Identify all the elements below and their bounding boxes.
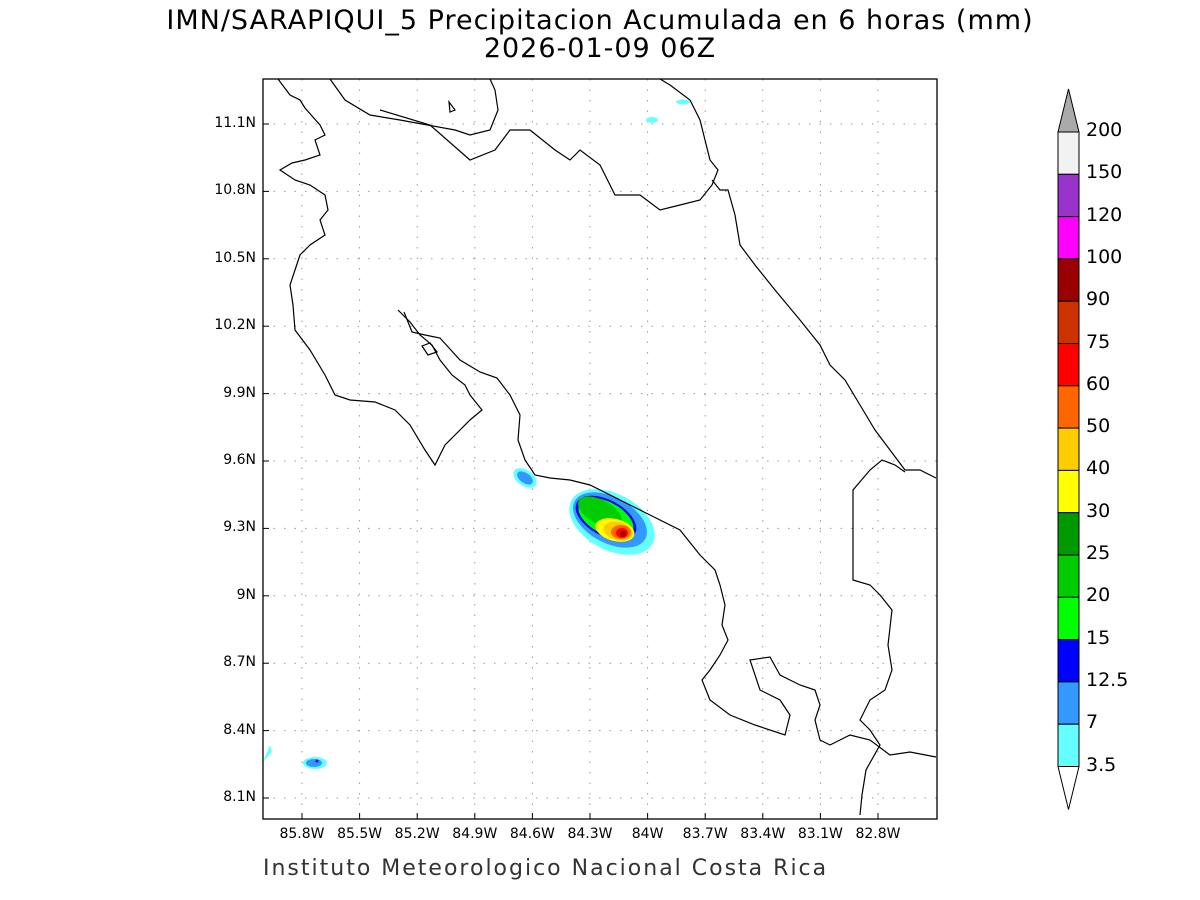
- precip-cell: [676, 99, 690, 105]
- plot-frame: [262, 78, 938, 820]
- lat-tick-label: 8.4N: [223, 721, 256, 738]
- lat-tick-label: 10.8N: [214, 182, 256, 199]
- coastlines-borders: [277, 78, 937, 816]
- colorbar-swatch: [1057, 427, 1080, 471]
- precip-cell: [263, 745, 272, 762]
- colorbar-label: 100: [1086, 245, 1123, 268]
- colorbar-over-triangle: [1057, 88, 1080, 133]
- lon-tick-label: 83.4W: [740, 826, 786, 842]
- lon-tick-label: 85.2W: [394, 826, 440, 842]
- colorbar-label: 12.5: [1086, 668, 1129, 691]
- lon-tick-label: 84.6W: [509, 826, 555, 842]
- colorbar-swatch: [1057, 343, 1080, 387]
- grid-lines: [263, 79, 937, 819]
- colorbar-label: 30: [1086, 499, 1111, 522]
- colorbar-label: 20: [1086, 584, 1111, 607]
- colorbar-swatch: [1057, 554, 1080, 598]
- colorbar: [1057, 88, 1080, 810]
- colorbar-label: 7: [1086, 711, 1099, 734]
- colorbar-swatch: [1057, 173, 1080, 218]
- colorbar-label: 50: [1086, 415, 1111, 438]
- colorbar-swatch: [1057, 258, 1080, 302]
- colorbar-under-triangle: [1057, 766, 1080, 810]
- colorbar-label: 75: [1086, 330, 1111, 353]
- colorbar-label: 150: [1086, 161, 1123, 184]
- colorbar-swatch: [1057, 216, 1080, 260]
- lat-tick-label: 10.2N: [214, 317, 256, 334]
- colorbar-label: 25: [1086, 542, 1111, 564]
- colorbar-label: 60: [1086, 372, 1111, 395]
- colorbar-swatch: [1057, 469, 1080, 514]
- colorbar-label: 200: [1086, 119, 1123, 141]
- colorbar-swatch: [1057, 596, 1080, 641]
- precip-cell: [646, 117, 658, 123]
- colorbar-label: 15: [1086, 626, 1111, 649]
- precip-cell: [517, 471, 533, 485]
- map-title: IMN/SARAPIQUI_5 Precipitacion Acumulada …: [166, 5, 1034, 36]
- lat-tick-label: 10.5N: [214, 249, 256, 266]
- lon-tick-label: 85.8W: [279, 826, 325, 842]
- colorbar-swatch: [1057, 723, 1080, 768]
- precipitation-field: [263, 99, 690, 769]
- lat-tick-label: 8.1N: [223, 789, 256, 805]
- colorbar-swatch: [1057, 131, 1080, 175]
- lat-tick-label: 11.1N: [214, 115, 256, 131]
- lat-tick-label: 9.9N: [223, 384, 256, 401]
- lon-tick-label: 84.3W: [567, 826, 613, 842]
- colorbar-label: 3.5: [1086, 753, 1117, 776]
- map-subtitle: 2026-01-09 06Z: [483, 33, 717, 64]
- precip-cell: [306, 759, 322, 767]
- lon-tick-label: 85.5W: [337, 826, 383, 842]
- lon-tick-label: 82.8W: [855, 826, 901, 842]
- colorbar-label: 40: [1086, 457, 1111, 480]
- lon-tick-label: 83.7W: [682, 826, 728, 842]
- lat-tick-label: 9.6N: [223, 452, 256, 468]
- precip-100: [620, 531, 626, 537]
- lon-tick-label: 84.9W: [452, 826, 498, 842]
- lat-tick-label: 8.7N: [223, 654, 256, 671]
- colorbar-swatch: [1057, 681, 1080, 725]
- colorbar-swatch: [1057, 300, 1080, 345]
- lon-tick-label: 83.1W: [797, 826, 843, 842]
- lat-tick-label: 9N: [236, 586, 256, 603]
- colorbar-label: 90: [1086, 288, 1111, 311]
- precip-cell: [315, 759, 319, 763]
- colorbar-swatch: [1057, 512, 1080, 556]
- colorbar-swatch: [1057, 385, 1080, 429]
- lat-tick-label: 9.3N: [223, 519, 256, 536]
- colorbar-label: 120: [1086, 203, 1123, 226]
- footer-credit: Instituto Meteorologico Nacional Costa R…: [263, 856, 829, 881]
- colorbar-swatch: [1057, 639, 1080, 683]
- lon-tick-label: 84W: [631, 826, 664, 842]
